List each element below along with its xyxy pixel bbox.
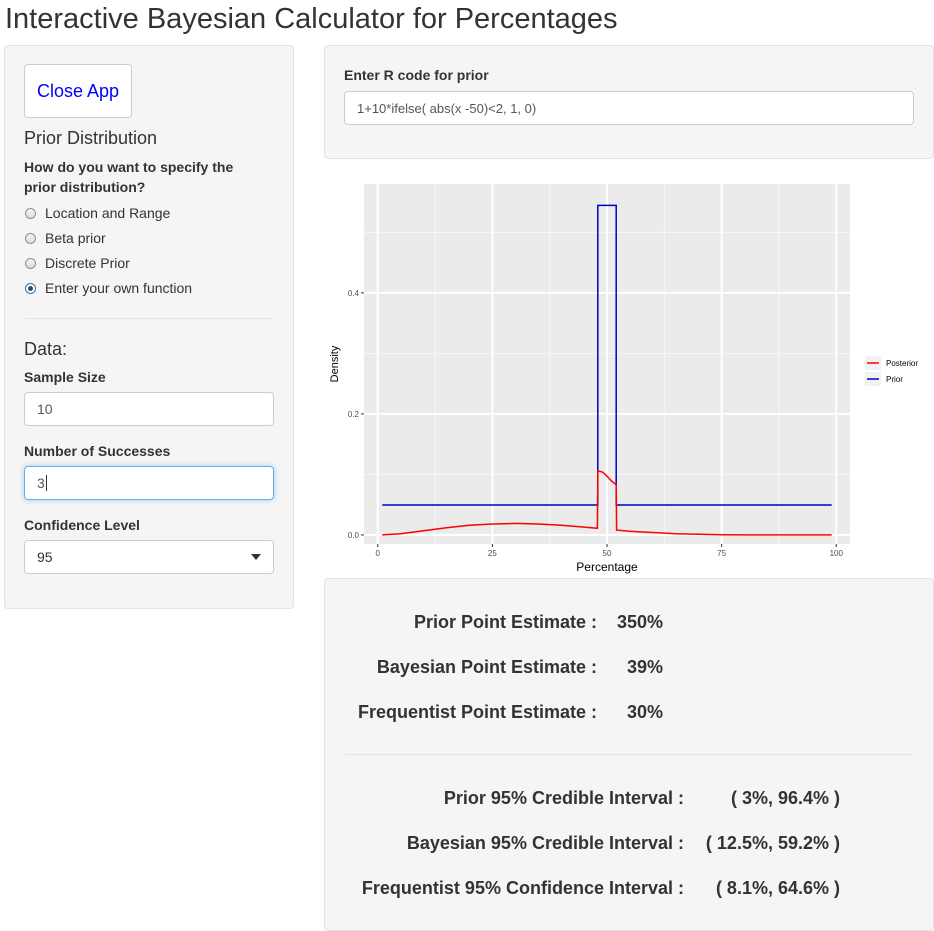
data-heading: Data: — [24, 339, 68, 359]
radio-button-selected[interactable] — [25, 282, 36, 294]
divider — [345, 754, 913, 755]
text-cursor — [45, 475, 47, 491]
frequentist-point-estimate-label: Frequentist Point Estimate : — [357, 702, 597, 722]
y-tick-label: 0.2 — [348, 410, 360, 419]
series-layer — [382, 204, 832, 536]
bayesian-point-estimate-value: 39% — [626, 657, 663, 677]
legend-label-prior: Prior — [886, 375, 903, 384]
prior-question-line2: prior distribution? — [24, 179, 146, 195]
successes-label: Number of Successes — [24, 443, 171, 459]
radio-label: Enter your own function — [45, 280, 193, 296]
radio-button[interactable] — [25, 257, 36, 269]
radio-discrete-prior[interactable]: Discrete Prior — [25, 253, 130, 273]
rcode-input[interactable]: 1+10*ifelse( abs(x -50)<2, 1, 0) — [344, 91, 914, 125]
prior-question-label: How do you want to specify the prior dis… — [24, 157, 233, 197]
x-tick-label: 25 — [488, 549, 497, 558]
bayesian-credible-interval-value: ( 12.5%, 59.2% ) — [705, 833, 840, 853]
rcode-panel: Enter R code for prior 1+10*ifelse( abs(… — [324, 45, 934, 159]
axis-layer: 0 25 50 75 100 0.0 0.2 0.4 — [348, 289, 844, 558]
successes-value: 3 — [37, 475, 45, 491]
sample-size-input[interactable]: 10 — [24, 392, 274, 426]
rcode-label: Enter R code for prior — [344, 67, 489, 83]
results-panel: Prior Point Estimate : 350% Bayesian Poi… — [324, 578, 934, 931]
radio-button[interactable] — [25, 232, 36, 244]
radio-location-range[interactable]: Location and Range — [25, 203, 170, 223]
sidebar-panel: Close App Prior Distribution How do you … — [4, 45, 294, 609]
close-app-button[interactable]: Close App — [24, 64, 132, 118]
prior-point-estimate-label: Prior Point Estimate : — [413, 612, 597, 632]
x-tick-label: 0 — [376, 549, 381, 558]
x-tick-label: 100 — [830, 549, 844, 558]
series-line-prior — [382, 204, 832, 506]
prior-point-estimate-value: 350% — [616, 612, 663, 632]
radio-beta-prior[interactable]: Beta prior — [25, 228, 106, 248]
grid-major — [364, 184, 850, 544]
radio-own-function[interactable]: Enter your own function — [25, 278, 192, 298]
y-tick-label: 0.4 — [348, 289, 360, 298]
density-plot: 0 25 50 75 100 0.0 0.2 0.4 Percentage Density P… — [329, 184, 918, 574]
confidence-level-value: 95 — [37, 549, 53, 565]
prior-question-line1: How do you want to specify the — [24, 159, 234, 175]
confidence-level-select[interactable]: 95 — [24, 540, 274, 574]
x-tick-label: 50 — [603, 549, 612, 558]
radio-label: Location and Range — [45, 205, 171, 221]
y-axis-label: Density — [329, 345, 341, 382]
series-line-posterior — [382, 469, 832, 536]
confidence-level-label: Confidence Level — [24, 517, 140, 533]
prior-credible-interval-value: ( 3%, 96.4% ) — [730, 788, 840, 808]
frequentist-confidence-interval-label: Frequentist 95% Confidence Interval : — [361, 878, 684, 898]
successes-input[interactable]: 3 — [24, 466, 274, 500]
radio-label: Beta prior — [45, 230, 106, 246]
chevron-down-icon — [251, 554, 261, 560]
page-title: Interactive Bayesian Calculator for Perc… — [5, 3, 618, 35]
prior-distribution-heading: Prior Distribution — [24, 128, 158, 148]
radio-button[interactable] — [25, 207, 36, 219]
x-axis-label: Percentage — [576, 560, 638, 574]
frequentist-point-estimate-value: 30% — [626, 702, 663, 722]
legend: Posterior Prior — [865, 356, 918, 386]
sample-size-label: Sample Size — [24, 369, 106, 385]
y-tick-label: 0.0 — [348, 531, 360, 540]
prior-credible-interval-label: Prior 95% Credible Interval : — [443, 788, 684, 808]
x-tick-label: 75 — [717, 549, 726, 558]
radio-label: Discrete Prior — [45, 255, 130, 271]
frequentist-confidence-interval-value: ( 8.1%, 64.6% ) — [715, 878, 840, 898]
bayesian-credible-interval-label: Bayesian 95% Credible Interval : — [406, 833, 684, 853]
legend-label-posterior: Posterior — [886, 359, 918, 368]
divider — [25, 318, 273, 319]
bayesian-point-estimate-label: Bayesian Point Estimate : — [376, 657, 597, 677]
